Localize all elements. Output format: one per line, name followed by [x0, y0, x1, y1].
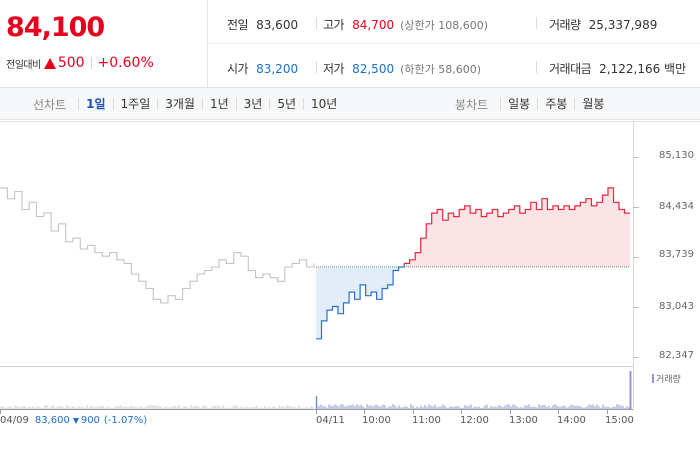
y-tick-label: 85,130	[659, 150, 694, 161]
x-tick-label: 04/11	[316, 415, 345, 426]
today-price-line-up	[404, 187, 630, 264]
divider	[209, 43, 700, 44]
stat-value: 83,600	[256, 18, 299, 32]
stat-value: 84,700	[352, 18, 395, 32]
stat-label: 고가	[323, 18, 345, 32]
divider	[316, 61, 317, 73]
x-tick-label: 14:00	[557, 415, 586, 426]
x-tick-label: 15:00	[605, 415, 634, 426]
stat-trade-amount: 거래대금 2,122,166 백만	[549, 60, 686, 77]
divider	[90, 57, 92, 69]
period-1d[interactable]: 1일	[78, 98, 112, 110]
change-row: 전일대비 500 +0.60%	[6, 55, 154, 71]
prev-day-info: 04/09 83,600 900 (-1.07%)	[0, 415, 147, 426]
y-tick-label: 83,043	[659, 301, 694, 312]
y-tick-label: 83,739	[659, 249, 694, 260]
stat-open: 시가 83,200	[227, 60, 298, 77]
period-1w[interactable]: 1주일	[112, 98, 158, 110]
stat-sub: (상한가 108,600)	[400, 19, 489, 32]
today-price-line-down	[316, 263, 405, 340]
y-tick-label: 84,434	[659, 201, 694, 212]
line-chart-periods: 선차트 1일 1주일 3개월 1년 3년 5년 10년	[33, 88, 344, 120]
stat-label: 거래대금	[549, 62, 592, 76]
chart-canvas	[0, 121, 700, 414]
candle-weekly[interactable]: 주봉	[537, 98, 574, 110]
candle-chart-periods: 봉차트 일봉 주봉 월봉	[455, 88, 611, 120]
x-tick-label: 12:00	[460, 415, 489, 426]
stat-sub: (하한가 58,600)	[400, 63, 482, 76]
change-label: 전일대비	[6, 59, 41, 71]
loss-area	[316, 263, 405, 339]
stat-label: 전일	[227, 18, 249, 32]
up-triangle-icon	[43, 57, 56, 69]
stat-label: 시가	[227, 62, 249, 76]
x-tick-label: 13:00	[509, 415, 538, 426]
line-chart-label: 선차트	[33, 97, 67, 112]
current-price: 84,100	[6, 12, 105, 43]
candle-chart-label: 봉차트	[455, 97, 489, 112]
x-tick-label: 10:00	[362, 415, 391, 426]
change-percent: +0.60%	[97, 55, 154, 71]
x-tick-label: 11:00	[412, 415, 441, 426]
y-tick-label: 82,347	[659, 350, 694, 361]
stat-value: 2,122,166 백만	[599, 62, 687, 76]
prev-date: 04/09	[0, 415, 29, 426]
gain-area	[404, 187, 630, 267]
volume-legend: 거래량	[652, 372, 681, 385]
period-3m[interactable]: 3개월	[157, 98, 202, 110]
stat-value: 83,200	[256, 62, 299, 76]
divider	[536, 61, 537, 73]
stat-value: 82,500	[352, 62, 395, 76]
period-bar: 선차트 1일 1주일 3개월 1년 3년 5년 10년 봉차트 일봉 주봉 월봉	[0, 88, 700, 120]
prev-change-rate: (-1.07%)	[103, 415, 148, 426]
period-1y[interactable]: 1년	[201, 98, 236, 110]
stats-panel: 전일 83,600 고가 84,700 (상한가 108,600) 거래량 25…	[209, 0, 700, 88]
stat-label: 거래량	[549, 18, 581, 32]
period-3y[interactable]: 3년	[235, 98, 270, 110]
price-chart: 85,130 84,434 83,739 83,043 82,347 거래량 0…	[0, 121, 700, 450]
period-5y[interactable]: 5년	[269, 98, 303, 110]
down-triangle-icon	[72, 417, 79, 424]
prev-change: 900	[80, 415, 100, 426]
stat-high: 고가 84,700 (상한가 108,600)	[323, 16, 488, 33]
stat-label: 저가	[323, 62, 345, 76]
change-value: 500	[57, 55, 85, 71]
divider	[316, 17, 317, 29]
candle-monthly[interactable]: 월봉	[574, 98, 611, 110]
stat-prev-close: 전일 83,600	[227, 16, 298, 33]
stat-low: 저가 82,500 (하한가 58,600)	[323, 60, 481, 77]
prev-day-price-line	[0, 187, 315, 304]
candle-daily[interactable]: 일봉	[500, 98, 537, 110]
period-10y[interactable]: 10년	[303, 98, 344, 110]
prev-close: 83,600	[34, 415, 70, 426]
stat-value: 25,337,989	[588, 18, 658, 32]
quote-header: 84,100 전일대비 500 +0.60% 전일 83,600 고가 84,7…	[0, 0, 700, 88]
divider	[536, 17, 537, 29]
price-box: 84,100 전일대비 500 +0.60%	[0, 0, 208, 88]
stat-volume: 거래량 25,337,989	[549, 16, 657, 33]
